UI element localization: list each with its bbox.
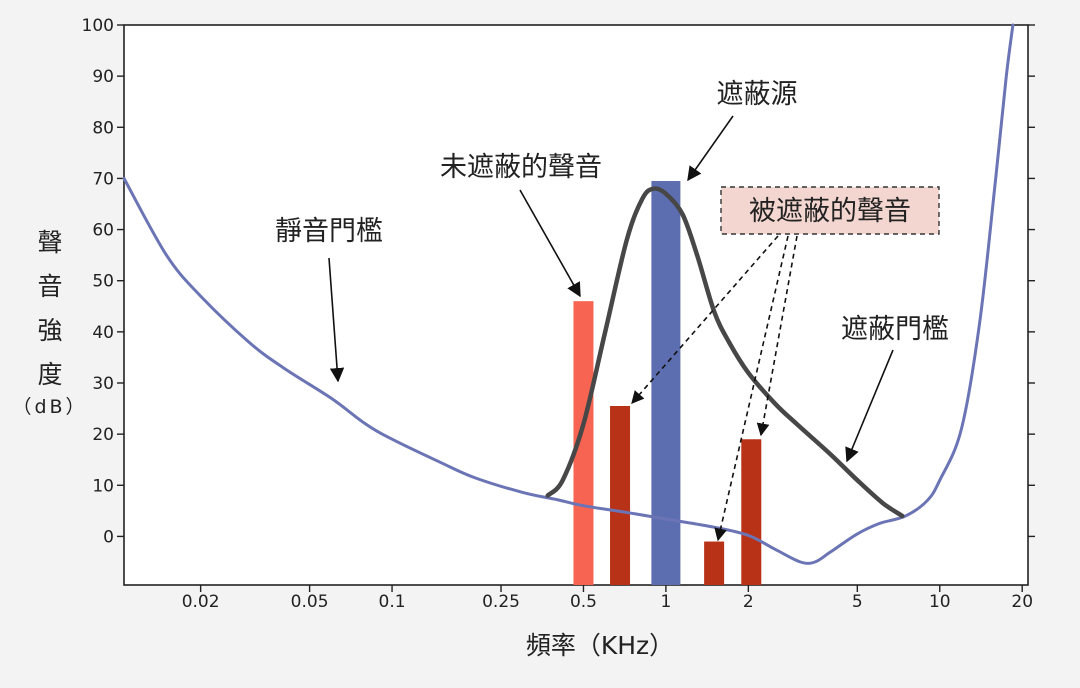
bar (741, 439, 762, 585)
y-tick-label: 20 (92, 425, 114, 445)
annotations: 遮蔽源 未遮蔽的聲音 被遮蔽的聲音 靜音門檻 遮蔽門檻 (275, 79, 949, 345)
x-tick-label: 0.1 (379, 592, 406, 612)
x-tick-label: 0.5 (570, 592, 597, 612)
arrow-masked-1 (631, 235, 779, 404)
series-lines (122, 23, 1015, 565)
annotation-quiet-threshold: 靜音門檻 (275, 216, 383, 247)
annotation-unmasked: 未遮蔽的聲音 (440, 152, 602, 183)
arrow-masking-threshold (845, 349, 894, 463)
y-axis-title-char: 聲 (37, 228, 62, 257)
annotation-masked: 被遮蔽的聲音 (749, 196, 911, 227)
y-tick-label: 60 (92, 221, 114, 241)
y-axis-title-char: 強 (37, 316, 62, 345)
y-axis-title: 聲 音 強 度 （dB） (12, 228, 87, 418)
y-tick-label: 30 (92, 374, 114, 394)
bar (704, 541, 725, 585)
y-tick-label: 10 (92, 476, 114, 496)
bar (573, 301, 594, 585)
y-tick-label: 100 (82, 16, 114, 36)
y-tick-label: 0 (103, 527, 114, 547)
arrow-unmasked (519, 189, 581, 298)
x-tick-label: 20 (1011, 592, 1033, 612)
y-tick-label: 40 (92, 323, 114, 343)
x-tick-label: 0.25 (482, 592, 520, 612)
masking-threshold-line (545, 186, 905, 519)
x-tick-label: 0.02 (182, 592, 220, 612)
y-tick-label: 90 (92, 67, 114, 87)
arrow-quiet-threshold (328, 257, 345, 383)
x-axis: 0.02 0.05 0.1 0.25 0.5 1 2 5 10 20 (182, 585, 1033, 612)
y-tick-label: 80 (92, 118, 114, 138)
y-axis-title-char: 音 (37, 272, 62, 301)
y-axis-unit: （dB） (12, 396, 87, 418)
annotation-masker: 遮蔽源 (717, 79, 798, 110)
y-tick-label: 50 (92, 272, 114, 292)
y-tick-label: 70 (92, 169, 114, 189)
x-tick-label: 1 (660, 592, 671, 612)
x-tick-label: 5 (852, 592, 863, 612)
annotation-masking-threshold: 遮蔽門檻 (841, 314, 949, 345)
bar (651, 180, 681, 585)
arrow-masked-2 (714, 235, 789, 542)
annotation-masked-box (720, 186, 940, 235)
annotation-arrows (328, 115, 894, 542)
y-axis: 0 10 20 30 40 50 60 70 80 90 100 (82, 16, 1035, 547)
x-tick-label: 2 (743, 592, 754, 612)
bar (610, 406, 631, 585)
x-tick-label: 10 (929, 592, 951, 612)
arrow-masker (687, 115, 734, 182)
x-axis-title: 頻率（KHz） (526, 631, 674, 660)
arrow-masked-3 (756, 235, 798, 437)
quiet-threshold-line (122, 23, 1015, 565)
x-tick-label: 0.05 (291, 592, 329, 612)
y-axis-title-char: 度 (37, 360, 62, 389)
